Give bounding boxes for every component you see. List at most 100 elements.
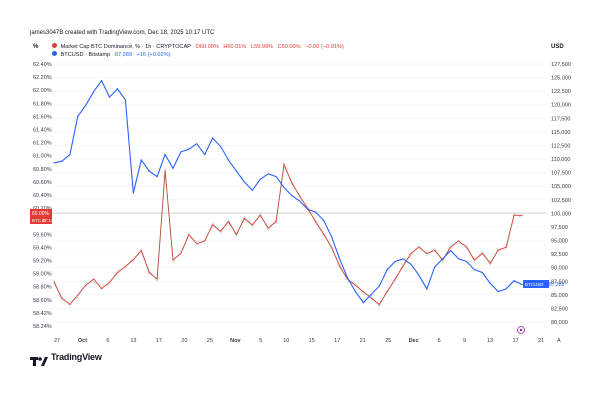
dominance-point (148, 272, 150, 274)
legend-btcusd-dot (52, 51, 57, 56)
btcusd-point (291, 195, 293, 197)
right-tick-label: 122,500 (551, 89, 571, 95)
btcusd-point (156, 175, 158, 178)
left-axis-unit: % (33, 44, 39, 50)
x-tick-label: 9 (463, 338, 466, 344)
time-scale[interactable]: 27 Oct 6 13 17 20 25 Nov 5 10 15 17 21 25 Dec 5 9 13 17 21 (54, 338, 544, 344)
zoom-scale-icon[interactable] (517, 326, 525, 334)
dominance-point (434, 249, 436, 251)
auto-scale-button[interactable]: A (557, 338, 561, 344)
right-axis-unit: USD (551, 44, 564, 50)
left-price-tag: 60.00% BTC.D 47:14 (30, 209, 54, 224)
dominance-point (196, 243, 198, 245)
left-tick-label: 60.60% (33, 180, 52, 186)
btcusd-point (489, 282, 491, 285)
left-tick-label: 59.40% (33, 245, 52, 251)
btcusd-point (315, 211, 317, 213)
btcusd-point (275, 175, 277, 178)
btcusd-point (116, 88, 119, 90)
legend-dominance-high: H60.01% (223, 43, 247, 50)
dominance-point (251, 224, 253, 226)
btcusd-point (227, 159, 230, 161)
legend-dominance[interactable]: Market Cap BTC Dominance, % · 1h · CRYPT… (52, 43, 347, 50)
btcusd-point (521, 283, 523, 286)
dominance-point (124, 265, 126, 267)
btcusd-point (196, 143, 198, 145)
btcusd-point (243, 181, 245, 183)
btcusd-point (338, 258, 341, 260)
dominance-point (338, 265, 341, 267)
right-price-scale[interactable]: 127,500 125,000 122,500 120,000 117,500 115,0… (551, 62, 571, 326)
btcusd-point (418, 274, 420, 276)
dominance-point (172, 259, 174, 261)
left-price-scale[interactable]: 62.40% 62.20% 62.00% 61.80% 61.60% 61.40% 61.2… (33, 62, 52, 330)
tradingview-logo[interactable]: TradingView (30, 352, 102, 366)
dominance-point (235, 233, 238, 236)
left-price-tag-sub: 47:14 (42, 218, 54, 223)
left-tick-label: 60.80% (33, 167, 52, 173)
legend-btcusd-name: BTCUSD · Bitstamp (60, 51, 111, 58)
x-tick-label: 17 (512, 338, 518, 344)
btcusd-point (465, 260, 468, 263)
dominance-point (61, 297, 63, 299)
dominance-point (386, 291, 388, 293)
dominance-point (212, 224, 214, 226)
dominance-point (53, 281, 55, 283)
x-tick-label: 27 (54, 338, 60, 344)
legend-dominance-low: L59.99% (250, 43, 274, 50)
x-tick-label: 15 (309, 338, 315, 344)
x-tick-label: 21 (360, 338, 366, 344)
dominance-point (156, 278, 158, 280)
left-tick-label: 61.00% (33, 154, 52, 160)
right-tick-label: 105,000 (551, 184, 571, 190)
dominance-point (346, 278, 349, 280)
btcusd-point (259, 178, 261, 180)
left-price-tag-value: 60.00% (32, 211, 50, 217)
x-tick-label: 25 (385, 338, 391, 344)
dominance-point (489, 262, 491, 264)
btcusd-point (267, 173, 269, 175)
btcusd-point (235, 170, 238, 172)
x-tick-label: 13 (130, 338, 136, 344)
legend-btcusd[interactable]: BTCUSD · Bitstamp 87,289 +16 (+0.02%) (52, 51, 173, 58)
x-tick-label: 5 (438, 338, 441, 344)
legend-dominance-open: O60.00% (195, 43, 219, 50)
left-tick-label: 58.42% (33, 311, 52, 317)
legend-dominance-dot (52, 43, 57, 48)
dominance-point (362, 291, 364, 293)
right-tick-label: 117,500 (551, 116, 570, 122)
btcusd-point (77, 115, 79, 117)
btcusd-point (457, 258, 460, 260)
x-tick-label: 6 (106, 338, 109, 344)
btcusd-point (219, 145, 222, 148)
btcusd-point (370, 293, 372, 295)
left-tick-label: 61.60% (33, 114, 52, 120)
left-tick-label: 59.60% (33, 232, 52, 238)
x-tick-label: 21 (538, 338, 544, 344)
x-tick-label: 25 (207, 338, 213, 344)
dominance-point (402, 265, 404, 267)
right-tick-label: 107,500 (551, 171, 571, 177)
right-tick-label: 102,500 (551, 198, 571, 204)
right-tick-label: 100,000 (551, 211, 571, 217)
btcusd-point (140, 159, 142, 161)
tradingview-mark-icon (30, 353, 48, 366)
dominance-point (505, 246, 507, 248)
btcusd-point (378, 285, 380, 287)
dominance-point (450, 246, 452, 248)
btcusd-point (299, 200, 301, 202)
series-line-dominance (53, 162, 522, 306)
x-tick-label: 10 (283, 338, 289, 344)
btcusd-point (434, 266, 436, 268)
series-line-btcusd (53, 79, 523, 304)
left-tick-label: 58.24% (33, 324, 52, 330)
left-tick-label: 62.20% (33, 75, 52, 81)
dominance-point (132, 259, 134, 261)
right-tick-label: 97,500 (551, 225, 568, 231)
dominance-point (442, 259, 444, 261)
right-tick-label: 90,000 (551, 266, 568, 272)
left-tick-label: 58.80% (33, 285, 52, 291)
dominance-point (291, 182, 293, 185)
dominance-point (481, 252, 483, 255)
